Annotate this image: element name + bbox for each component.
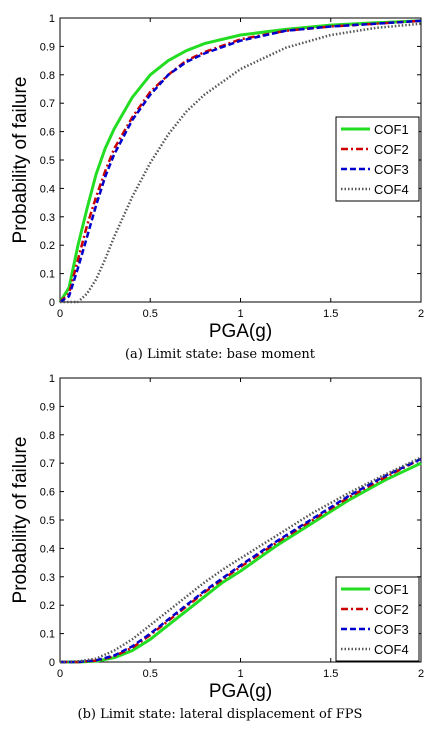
legend-label-cof3: COF3 — [374, 162, 409, 177]
legend-box — [335, 116, 420, 202]
y-tick-label: 0.1 — [40, 269, 55, 281]
x-tick-label: 2 — [418, 308, 424, 320]
y-tick-label: 0.1 — [40, 629, 55, 641]
figure-caption: (b) Limit state: lateral displacement of… — [78, 707, 363, 722]
y-tick-label: 0.4 — [40, 543, 55, 555]
legend-label-cof4: COF4 — [374, 182, 409, 197]
legend-label-cof1: COF1 — [374, 582, 409, 597]
y-tick-label: 0.5 — [40, 155, 55, 167]
y-axis-label: Probability of failure — [10, 77, 31, 244]
y-tick-label: 0.7 — [40, 98, 55, 110]
x-tick-label: 1 — [237, 308, 243, 320]
x-tick-label: 1.5 — [323, 668, 338, 680]
x-tick-label: 0 — [57, 308, 63, 320]
legend-label-cof4: COF4 — [374, 642, 409, 657]
y-tick-label: 0.6 — [40, 487, 55, 499]
y-tick-label: 0.7 — [40, 458, 55, 470]
x-axis-label: PGA(g) — [209, 321, 272, 342]
y-tick-label: 0.2 — [40, 240, 55, 252]
figure-caption: (a) Limit state: base moment — [125, 347, 316, 362]
x-tick-label: 0.5 — [143, 308, 158, 320]
series-line-cof4 — [60, 22, 422, 304]
x-tick-label: 1.5 — [323, 308, 338, 320]
y-tick-label: 1 — [49, 13, 55, 25]
y-tick-label: 0.3 — [40, 572, 55, 584]
legend-label-cof1: COF1 — [374, 122, 409, 137]
legend-label-cof3: COF3 — [374, 622, 409, 637]
y-tick-label: 0.4 — [40, 183, 55, 195]
legend-label-cof2: COF2 — [374, 602, 409, 617]
chart-panel-a: 0 0.5 1 1.5 200.10.20.30.40.50.60.70.80.91PG… — [10, 13, 424, 362]
x-tick-label: 1 — [237, 668, 243, 680]
series-line-cof3 — [60, 457, 422, 664]
chart-panel-b: 0 0.5 1 1.5 200.10.20.30.40.50.60.70.80.91PG… — [10, 373, 424, 722]
x-axis-label: PGA(g) — [209, 681, 272, 702]
y-tick-label: 0.8 — [40, 70, 55, 82]
y-tick-label: 0.5 — [40, 515, 55, 527]
y-tick-label: 0.9 — [40, 41, 55, 53]
y-tick-label: 0.6 — [40, 127, 55, 139]
legend-label-cof2: COF2 — [374, 142, 409, 157]
y-tick-label: 0.8 — [40, 430, 55, 442]
y-tick-label: 0 — [49, 297, 55, 309]
series-line-cof4 — [59, 456, 422, 664]
y-axis-label: Probability of failure — [10, 437, 31, 604]
y-tick-label: 0.9 — [40, 401, 55, 413]
y-tick-label: 1 — [49, 373, 55, 385]
y-tick-label: 0 — [49, 657, 55, 669]
x-tick-label: 2 — [418, 668, 424, 680]
y-tick-label: 0.2 — [40, 600, 55, 612]
series-line-cof2 — [59, 19, 422, 303]
series-line-cof1 — [58, 19, 422, 303]
y-tick-label: 0.3 — [40, 212, 55, 224]
x-tick-label: 0.5 — [143, 668, 158, 680]
legend-box — [335, 576, 420, 662]
series-line-cof3 — [59, 19, 422, 304]
x-tick-label: 0 — [57, 668, 63, 680]
